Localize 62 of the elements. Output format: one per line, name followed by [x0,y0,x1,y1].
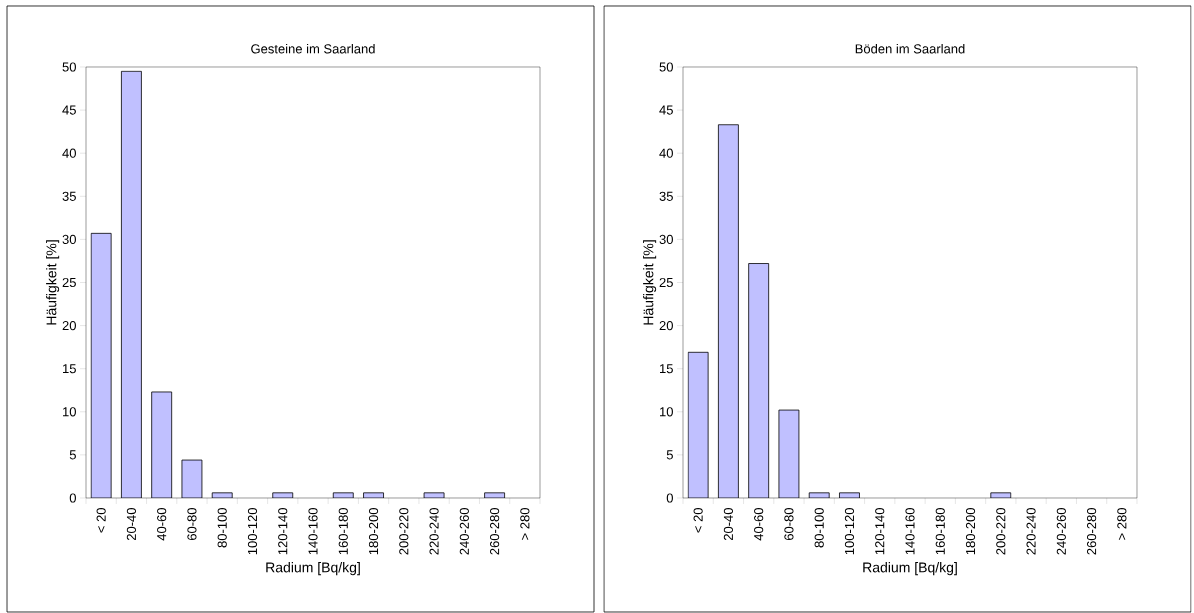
y-tick-label: 30 [659,234,673,244]
y-tick-label: 15 [660,364,673,374]
y-tick-label: 35 [62,191,76,201]
x-tick-label: 240-260 [1056,508,1066,555]
x-tick-label: 120-140 [875,508,885,555]
bar [718,124,739,498]
x-tick-label: 180-200 [368,508,379,555]
x-tick-label: < 20 [96,508,106,533]
chart-title: Gesteine im Saarland [251,43,375,54]
x-tick-label: 120-140 [278,508,288,555]
y-tick-label: 10 [660,407,673,417]
x-tick-label: > 280 [1117,508,1127,540]
x-tick-label: 40-60 [754,508,764,541]
y-tick-label: 20 [659,320,673,331]
y-tick-label: 50 [659,62,673,72]
y-tick-label: 30 [62,234,76,244]
y-tick-label: 25 [659,277,673,288]
x-tick-label: 80-100 [814,508,824,548]
x-tick-label: 220-240 [1026,508,1036,555]
x-tick-label: 220-240 [429,508,439,555]
y-tick-label: 45 [62,105,76,115]
x-tick-label: < 20 [693,508,703,533]
x-tick-label: 20-40 [723,508,733,541]
y-tick-label: 0 [69,493,76,503]
x-tick-label: 140-160 [905,508,915,555]
chart-title: Böden im Saarland [855,43,965,54]
y-tick-label: 35 [659,191,673,201]
y-tick-label: 45 [659,105,673,115]
x-axis-title: Radium [Bq/kg] [266,562,360,576]
x-tick-label: > 280 [520,508,530,540]
bar [748,263,770,498]
x-tick-label: 240-260 [459,508,469,555]
y-tick-label: 50 [62,62,76,72]
y-tick-label: 25 [62,277,76,288]
y-axis-title: Häufigkeit [%] [643,240,657,325]
y-tick-label: 5 [666,450,673,460]
x-tick-label: 40-60 [157,508,167,541]
y-tick-label: 40 [659,148,673,158]
x-axis-title: Radium [Bq/kg] [863,562,957,576]
x-tick-label: 80-100 [217,508,227,548]
bar [121,70,142,498]
y-tick-label: 15 [63,364,76,374]
x-tick-label: 260-280 [490,508,500,555]
x-tick-label: 180-200 [965,508,976,555]
x-tick-label: 140-160 [308,508,318,555]
x-tick-label: 20-40 [126,508,137,541]
x-tick-label: 100-120 [844,508,855,555]
x-tick-label: 160-180 [935,508,945,555]
y-tick-label: 5 [69,450,76,460]
x-tick-label: 60-80 [784,508,794,541]
bar [151,391,173,498]
x-tick-label: 200-220 [996,508,1006,555]
x-tick-label: 200-220 [399,508,409,555]
y-tick-label: 40 [62,148,76,158]
x-tick-label: 100-120 [247,508,258,555]
x-tick-label: 60-80 [187,508,197,541]
y-tick-label: 20 [62,320,76,331]
y-axis-title: Häufigkeit [%] [46,240,60,325]
y-tick-label: 10 [63,407,76,417]
y-tick-label: 0 [666,493,673,503]
x-tick-label: 160-180 [338,508,348,555]
x-tick-label: 260-280 [1086,508,1097,555]
